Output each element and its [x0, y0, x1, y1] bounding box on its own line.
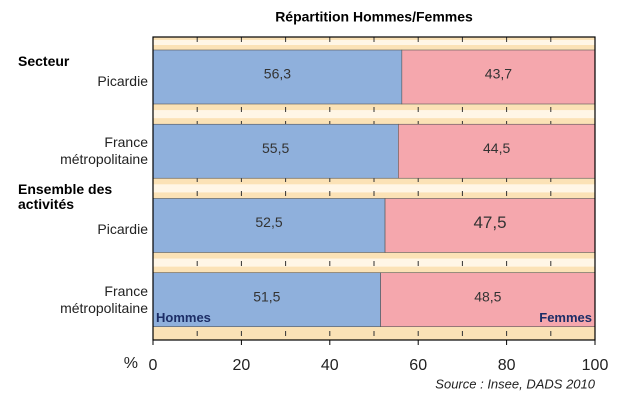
- plot-border: [152, 36, 596, 341]
- x-tick-label: 40: [321, 357, 339, 374]
- group-label: Ensemble des activités: [18, 181, 113, 213]
- bar-segment: [384, 198, 596, 253]
- stripe: [153, 110, 595, 119]
- bar-segment: [398, 123, 596, 179]
- chart-title: Répartition Hommes/Femmes: [275, 9, 473, 25]
- bar-segment: [152, 272, 381, 328]
- x-tick-label: 0: [149, 357, 158, 374]
- stripe: [153, 40, 595, 45]
- value-label: 44,5: [483, 140, 510, 156]
- x-axis-label: %: [124, 355, 138, 372]
- value-label: 47,5: [473, 213, 506, 232]
- source: Source : Insee, DADS 2010: [435, 376, 595, 391]
- legend-label: Hommes: [156, 310, 211, 325]
- value-label: 56,3: [264, 66, 291, 82]
- category-label: France métropolitaine: [60, 134, 148, 168]
- value-label: 48,5: [474, 288, 501, 304]
- value-label: 51,5: [253, 288, 280, 304]
- stripe: [153, 184, 595, 193]
- value-label: 52,5: [255, 214, 282, 230]
- category-label: Picardie: [97, 221, 148, 238]
- bar-segment: [152, 49, 403, 105]
- category-label: France métropolitaine: [60, 282, 148, 316]
- bar-segment: [380, 272, 596, 328]
- x-tick-label: 100: [582, 357, 609, 374]
- bar-segment: [152, 123, 399, 179]
- x-tick-label: 60: [409, 357, 427, 374]
- value-label: 55,5: [262, 140, 289, 156]
- legend-label: Femmes: [539, 310, 592, 325]
- category-label: Picardie: [97, 73, 148, 89]
- bar-segment: [152, 198, 386, 253]
- group-label: Secteur: [18, 53, 70, 69]
- x-tick-label: 20: [233, 357, 251, 374]
- x-tick-label: 80: [498, 357, 516, 374]
- value-label: 43,7: [485, 66, 512, 82]
